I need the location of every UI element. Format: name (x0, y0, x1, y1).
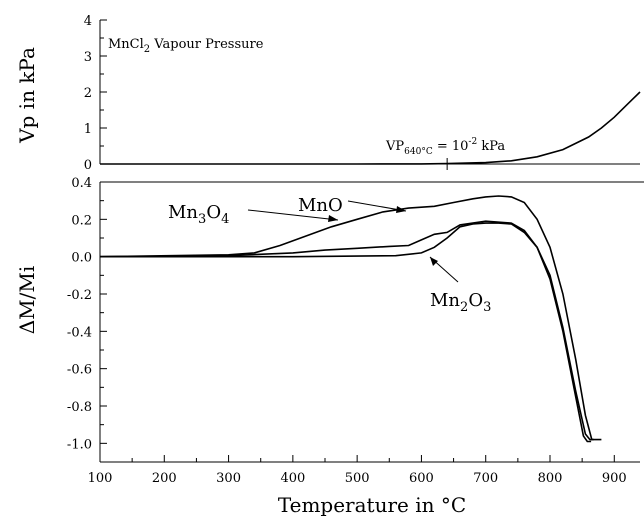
y-axis-label-vp: Vp in kPa (15, 47, 39, 144)
bottom-y-tick-label: -0.6 (67, 363, 92, 378)
bottom-panel: 0.4 0.2 0.0 -0.2 -0.4 -0.6 -0.8 -1.0 100 200 300 40… (67, 176, 640, 486)
x-axis-label-temperature: Temperature in °C (278, 493, 466, 517)
series-label-mn2o3: Mn2O3 (430, 290, 491, 315)
top-y-tick-label: 0 (84, 158, 92, 173)
x-tick-label: 900 (602, 471, 627, 486)
top-y-tick-label: 2 (84, 86, 92, 101)
top-y-tick-label: 1 (84, 122, 92, 137)
arrow-head-mn2o3 (430, 257, 438, 266)
y-axis-label-dm-mi: ΔM/Mi (15, 266, 39, 335)
chart-title-mncl2-vapour-pressure: MnCl2 Vapour Pressure (108, 37, 264, 55)
arrow-mn3o4 (247, 209, 339, 221)
x-tick-label: 100 (88, 471, 113, 486)
bottom-y-tick-label: 0.4 (71, 176, 92, 191)
top-y-tick-label: 4 (84, 14, 92, 29)
vapour-pressure-annotation: VP640°C = 10-2 kPa (385, 137, 505, 157)
series-label-mn3o4: Mn3O4 (168, 202, 229, 227)
series-line-vapour-pressure (100, 91, 641, 165)
top-y-tick-label: 3 (84, 50, 92, 65)
series-label-mno: MnO (298, 195, 343, 216)
bottom-y-tick-label: 0.0 (71, 251, 92, 266)
x-tick-label: 800 (538, 471, 563, 486)
series-line-mno (99, 195, 602, 441)
chart-text: MnCl2 Vapour Pressure VP640°C = 10-2 kPa… (15, 37, 505, 517)
bottom-y-tick-label: 0.2 (71, 213, 92, 228)
arrow-mno (347, 200, 407, 212)
bottom-y-tick-label: -0.2 (67, 288, 92, 303)
x-tick-label: 600 (409, 471, 434, 486)
series-line-mn3o4 (99, 220, 594, 441)
arrow-head-mn3o4 (328, 215, 338, 222)
arrow-head-mno (396, 206, 406, 213)
bottom-y-tick-label: -1.0 (67, 437, 92, 452)
series-arrows (247, 200, 459, 283)
series-line-mn2o3 (100, 222, 592, 443)
x-tick-label: 700 (473, 471, 498, 486)
x-tick-label: 400 (280, 471, 305, 486)
bottom-y-tick-label: -0.4 (67, 325, 92, 340)
top-panel: 0 1 2 3 4 (84, 14, 644, 183)
x-tick-label: 200 (152, 471, 177, 486)
bottom-y-tick-label: -0.8 (67, 400, 92, 415)
x-tick-label: 300 (216, 471, 241, 486)
x-tick-label: 500 (345, 471, 370, 486)
